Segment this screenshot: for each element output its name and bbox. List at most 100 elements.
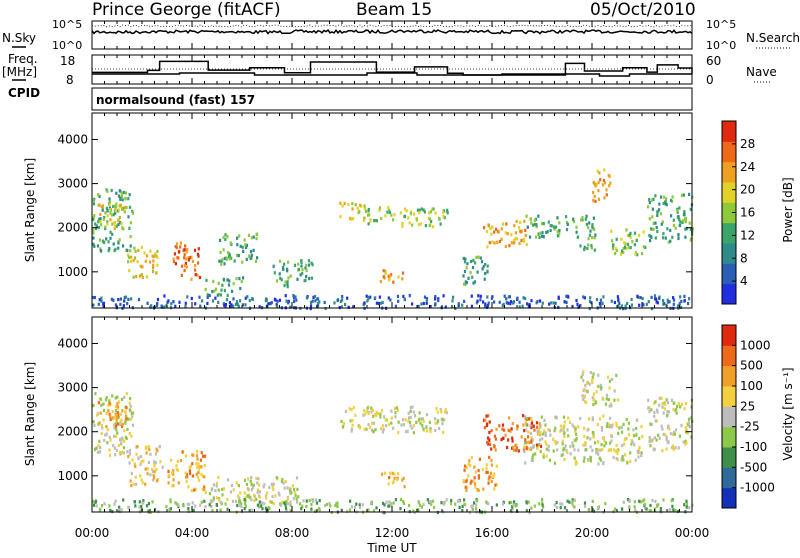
data-cell [117, 413, 120, 418]
data-cell [117, 246, 120, 250]
data-cell [678, 206, 681, 210]
data-cell [232, 282, 235, 286]
data-cell [464, 485, 467, 489]
data-cell [630, 442, 633, 446]
data-cell [627, 433, 631, 437]
data-cell [264, 494, 268, 498]
data-cell [372, 414, 375, 418]
data-cell [542, 505, 545, 509]
data-cell [531, 438, 534, 442]
data-cell [378, 208, 381, 212]
data-cell [104, 398, 107, 402]
data-cell [238, 496, 241, 500]
data-cell [656, 301, 659, 305]
data-cell [295, 298, 298, 302]
time-tick-label: 00:00 [675, 526, 710, 540]
data-cell [268, 500, 272, 504]
data-cell [212, 483, 215, 487]
data-cell [616, 398, 620, 402]
data-cell [98, 450, 102, 454]
data-cell [531, 455, 534, 459]
data-cell [541, 437, 544, 441]
data-cell [121, 226, 124, 230]
data-cell [92, 198, 95, 202]
data-cell [488, 438, 491, 442]
data-cell [502, 500, 505, 504]
data-cell [518, 305, 521, 309]
data-cell [498, 239, 501, 243]
data-cell [265, 298, 268, 302]
data-cell [624, 242, 627, 246]
data-cell [102, 418, 105, 422]
data-cell [250, 482, 253, 487]
data-cell [664, 402, 667, 406]
data-cell [592, 402, 595, 407]
data-cell [665, 435, 668, 439]
data-cell [130, 471, 133, 476]
data-cell [589, 296, 592, 300]
data-cell [504, 433, 507, 437]
data-cell [597, 373, 600, 377]
data-cell [588, 233, 591, 237]
data-cell [586, 428, 589, 432]
data-cell [583, 296, 586, 300]
data-cell [468, 459, 471, 463]
y-tick-label: 1000 [57, 469, 88, 483]
data-cell [525, 214, 528, 218]
data-cell [520, 229, 523, 233]
data-cell [195, 472, 198, 476]
data-cell [665, 303, 668, 307]
data-cell [125, 206, 128, 210]
data-cell [402, 499, 405, 504]
data-cell [540, 415, 543, 419]
data-cell [615, 424, 618, 428]
data-cell [565, 300, 568, 304]
data-cell [502, 302, 505, 306]
data-cell [387, 296, 390, 300]
data-cell [657, 433, 660, 437]
data-cell [272, 264, 275, 268]
data-cell [123, 439, 126, 443]
colorbar-segment [722, 325, 736, 346]
data-cell [219, 500, 222, 504]
data-cell [688, 221, 691, 225]
data-cell [677, 236, 680, 241]
data-cell [226, 293, 229, 297]
data-cell [108, 448, 111, 452]
data-cell [384, 418, 387, 422]
data-cell [174, 245, 177, 249]
data-cell [405, 430, 408, 434]
data-cell [375, 301, 378, 305]
data-cell [135, 452, 138, 456]
data-cell [563, 424, 566, 428]
data-cell [172, 478, 175, 482]
data-cell [127, 506, 131, 510]
data-cell [100, 431, 103, 436]
data-cell [153, 254, 156, 258]
data-cell [194, 268, 197, 272]
data-cell [639, 296, 642, 300]
data-cell [653, 410, 656, 414]
data-cell [114, 396, 117, 400]
data-cell [599, 304, 602, 308]
data-cell [559, 424, 562, 428]
data-cell [609, 181, 612, 185]
data-cell [242, 249, 245, 253]
data-cell [477, 488, 480, 492]
data-cell [237, 304, 240, 308]
data-cell [523, 239, 526, 243]
data-cell [449, 502, 453, 506]
data-cell [493, 300, 496, 304]
data-cell [363, 427, 366, 431]
data-cell [591, 418, 594, 422]
data-cell [528, 235, 532, 239]
data-cell [584, 441, 587, 445]
data-cell [658, 296, 661, 300]
data-cell [178, 300, 181, 304]
data-cell [581, 372, 584, 376]
data-cell [150, 304, 153, 308]
data-cell [394, 415, 397, 419]
data-cell [251, 508, 254, 512]
data-cell [401, 478, 404, 482]
data-cell [587, 457, 590, 462]
